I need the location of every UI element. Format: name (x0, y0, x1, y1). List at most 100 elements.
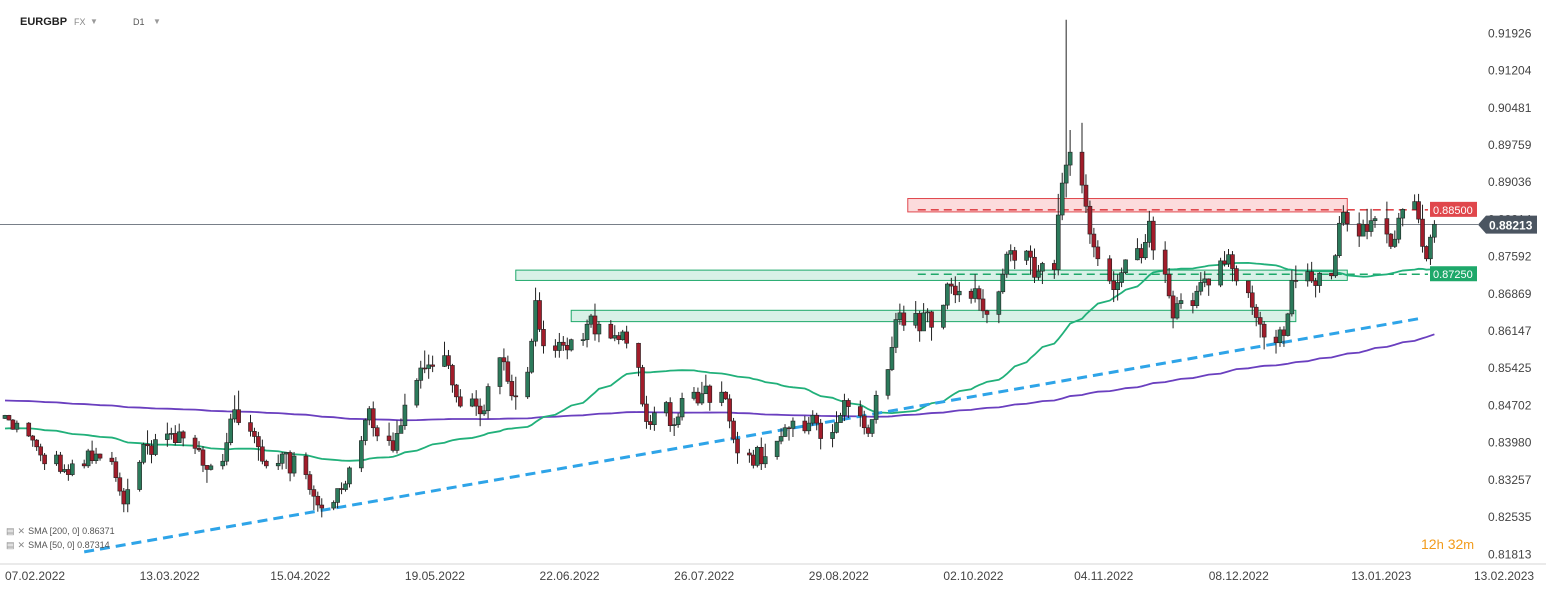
candle-body (755, 447, 760, 466)
close-icon[interactable]: ✕ (17, 540, 26, 550)
sma200-line (4, 333, 1435, 422)
candle-body (869, 419, 875, 434)
candle-body (339, 488, 344, 490)
candle-body (952, 285, 958, 296)
sma50-line (4, 261, 1435, 462)
candle-body (972, 288, 978, 299)
candle-body (14, 422, 20, 430)
candle-body (568, 339, 574, 351)
legend-sma50[interactable]: ▤ ✕ SMA [50, 0] 0.87314 (6, 540, 110, 551)
candle-body (1008, 250, 1014, 255)
settings-icon[interactable]: ▤ (6, 526, 15, 536)
date-tick-label: 13.02.2023 (1474, 569, 1534, 583)
candle-body (861, 415, 867, 429)
candle-body (1091, 233, 1097, 248)
candle-body (1246, 280, 1251, 294)
date-tick-label: 08.12.2022 (1209, 569, 1269, 583)
candle-body (477, 405, 483, 415)
candle-body (747, 452, 752, 456)
candle-body (414, 380, 420, 406)
candle-body (165, 433, 170, 440)
candle-body (1305, 271, 1310, 282)
candle-body (1428, 236, 1433, 260)
candle-body (980, 298, 986, 312)
price-tick-label: 0.89759 (1488, 138, 1532, 152)
candle-body (394, 433, 400, 451)
candle-body (1333, 255, 1338, 277)
candle-body (679, 398, 685, 418)
candle-body (834, 422, 839, 433)
candle-body (1341, 212, 1346, 224)
price-tick-label: 0.86869 (1488, 287, 1532, 301)
candle-body (707, 385, 713, 403)
candle-body (248, 422, 253, 432)
trendline-layer (83, 316, 1423, 554)
timeframe-selector[interactable]: D1 (133, 17, 145, 27)
symbol-selector[interactable]: EURGBP (20, 16, 68, 28)
candle-body (1083, 184, 1089, 207)
candle-body (945, 283, 950, 306)
date-tick-label: 07.02.2022 (5, 569, 65, 583)
candle-body (1139, 248, 1144, 259)
candle-body (782, 427, 788, 437)
candle-body (588, 315, 594, 325)
candle-body (1004, 253, 1010, 275)
candle-body (42, 454, 47, 465)
candle-body (287, 452, 293, 474)
candle-body (426, 364, 431, 369)
candle-body (1055, 214, 1061, 270)
candle-body (430, 364, 435, 367)
candle-body (509, 381, 515, 397)
price-tick-label: 0.82535 (1488, 510, 1532, 524)
candle-body (220, 460, 226, 467)
candle-body (283, 452, 289, 455)
candle-body (1178, 300, 1184, 304)
candle-body (580, 339, 586, 341)
candle-body (1040, 263, 1045, 272)
candle-body (762, 456, 768, 465)
countdown-minutes: 32 (1447, 536, 1464, 552)
candle-body (956, 290, 962, 296)
candle-body (984, 310, 990, 315)
candle-body (70, 463, 75, 475)
settings-icon[interactable]: ▤ (6, 540, 15, 550)
candle-body (996, 291, 1002, 315)
close-icon[interactable]: ✕ (17, 526, 26, 536)
timeframe-chevron-down-icon[interactable]: ▼ (153, 17, 161, 26)
candle-body (663, 402, 669, 414)
market-chevron-down-icon[interactable]: ▼ (90, 17, 98, 26)
candle-body (311, 489, 317, 497)
candle-body (691, 391, 697, 399)
candle-body (620, 331, 625, 340)
candle-body (699, 393, 705, 404)
candle-body (180, 431, 186, 439)
candle-body (525, 371, 530, 398)
countdown-minutes-unit: m (1463, 537, 1475, 552)
candle-body (865, 427, 871, 434)
candle-body (1063, 164, 1069, 184)
candle-body (1432, 223, 1437, 238)
candles-layer (2, 19, 1437, 518)
candle-body (1234, 268, 1239, 282)
candle-body (2, 415, 8, 419)
candle-body (1143, 242, 1148, 259)
legend-sma200[interactable]: ▤ ✕ SMA [200, 0] 0.86371 (6, 526, 115, 537)
level-tag-bg (1430, 201, 1477, 217)
candle-body (731, 420, 736, 440)
candle-body (26, 422, 32, 437)
candle-body (1111, 280, 1116, 290)
candle-body (949, 283, 954, 287)
candle-body (1198, 282, 1204, 292)
legend-sma200-value: 0.86371 (82, 526, 115, 536)
candle-body (200, 449, 206, 466)
candle-body (386, 435, 392, 441)
candle-body (810, 415, 816, 424)
candle-body (624, 331, 629, 344)
candle-body (889, 347, 895, 370)
price-tick-label: 0.85425 (1488, 361, 1532, 375)
candle-body (901, 312, 907, 326)
candle-body (723, 391, 728, 400)
level-tag-resistance: 0.88500 (1433, 205, 1473, 217)
candle-body (1095, 246, 1101, 260)
